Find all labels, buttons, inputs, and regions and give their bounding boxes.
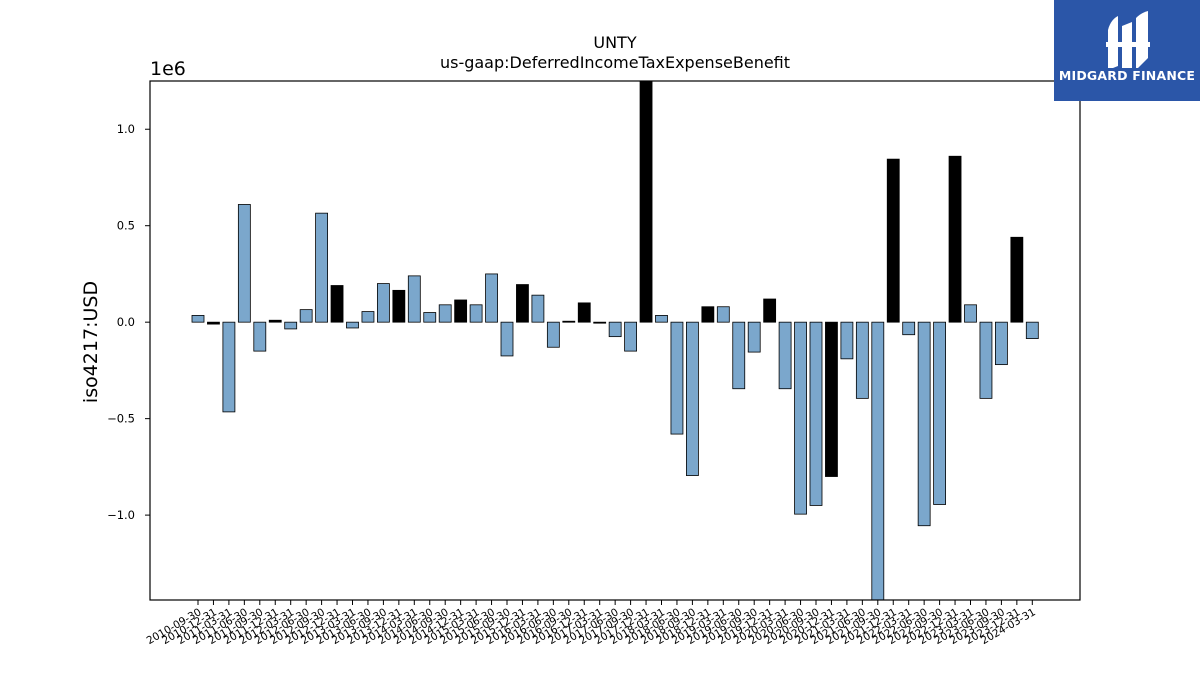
bar-2016-03-31 [531,294,545,323]
bar-2022-03-31 [902,321,916,336]
bar-2022-06-30 [917,321,931,527]
bar-2018-06-30 [670,321,684,435]
bar-2015-06-30 [485,273,498,323]
logo-text: MIDGARD FINANCE [1058,68,1196,83]
bar-2020-03-31 [778,321,792,390]
y-axis-label: iso4217:USD [80,281,102,403]
bar-2018-03-31 [655,315,668,323]
bar-2011-12-31 [268,319,282,323]
bar-2016-06-30 [546,321,560,348]
bar-2023-03-31 [964,304,977,323]
bar-2013-12-31 [392,289,406,323]
bar-2012-03-31 [284,321,298,330]
bar-2014-12-31 [454,299,468,323]
bar-2014-03-31 [407,275,421,323]
bar-2010-09-30 [191,315,205,323]
y-tick-label: 1.0 [117,122,135,136]
bar-2021-06-30 [855,321,869,399]
bar-2022-12-31 [948,155,962,323]
bar-2015-12-31 [516,284,529,323]
bar-2022-09-30 [933,321,946,505]
bar-2020-12-31 [825,321,838,477]
bar-2023-06-30 [979,321,993,399]
bar-2019-09-30 [747,321,761,353]
bar-2010-12-31 [207,321,220,325]
bar-2016-09-30 [562,320,576,323]
bar-2011-03-31 [222,321,236,413]
bar-2017-06-30 [608,321,622,338]
bar-2013-06-30 [361,311,375,323]
y-tick-label: 0.5 [117,219,135,233]
bar-2019-06-30 [732,321,746,390]
chart-subtitle: us-gaap:DeferredIncomeTaxExpenseBenefit [440,53,790,72]
chart-title: UNTY [593,33,636,52]
bar-2014-09-30 [438,304,452,323]
plot-frame [149,80,1081,601]
bar-2020-06-30 [794,321,807,515]
bar-2015-09-30 [500,321,514,357]
bar-2018-12-31 [701,306,715,323]
bar-2016-12-31 [577,302,591,323]
bar-2023-12-31 [1010,236,1024,323]
bar-2019-03-31 [716,306,730,323]
y-scale-label: 1e6 [150,58,186,80]
bar-2018-09-30 [686,321,699,476]
y-tick-label: −1.0 [107,508,135,522]
bar-2023-09-30 [995,321,1008,366]
bar-2015-03-31 [469,304,483,323]
bar-2012-06-30 [299,309,313,323]
bar-2024-03-31 [1025,321,1039,339]
bar-2012-12-31 [330,285,344,323]
bar-2011-06-30 [237,204,251,323]
bar-2017-03-31 [593,321,607,324]
midgard-logo-icon [1106,11,1150,68]
bar-2013-09-30 [376,283,390,323]
bar-2021-09-30 [871,321,885,601]
bar-2011-09-30 [253,321,267,352]
bar-2013-03-31 [346,321,359,329]
bar-2021-12-31 [886,158,900,323]
bar-2021-03-31 [840,321,854,360]
bar-2020-09-30 [809,321,823,506]
logo: MIDGARD FINANCE [1054,0,1200,101]
bar-2019-12-31 [763,298,777,323]
bar-2012-09-30 [315,212,329,323]
bar-2017-12-31 [639,80,653,323]
y-tick-label: 0.0 [117,315,135,329]
bar-2014-06-30 [423,312,437,323]
y-tick-label: −0.5 [107,412,135,426]
bar-2017-09-30 [624,321,637,352]
